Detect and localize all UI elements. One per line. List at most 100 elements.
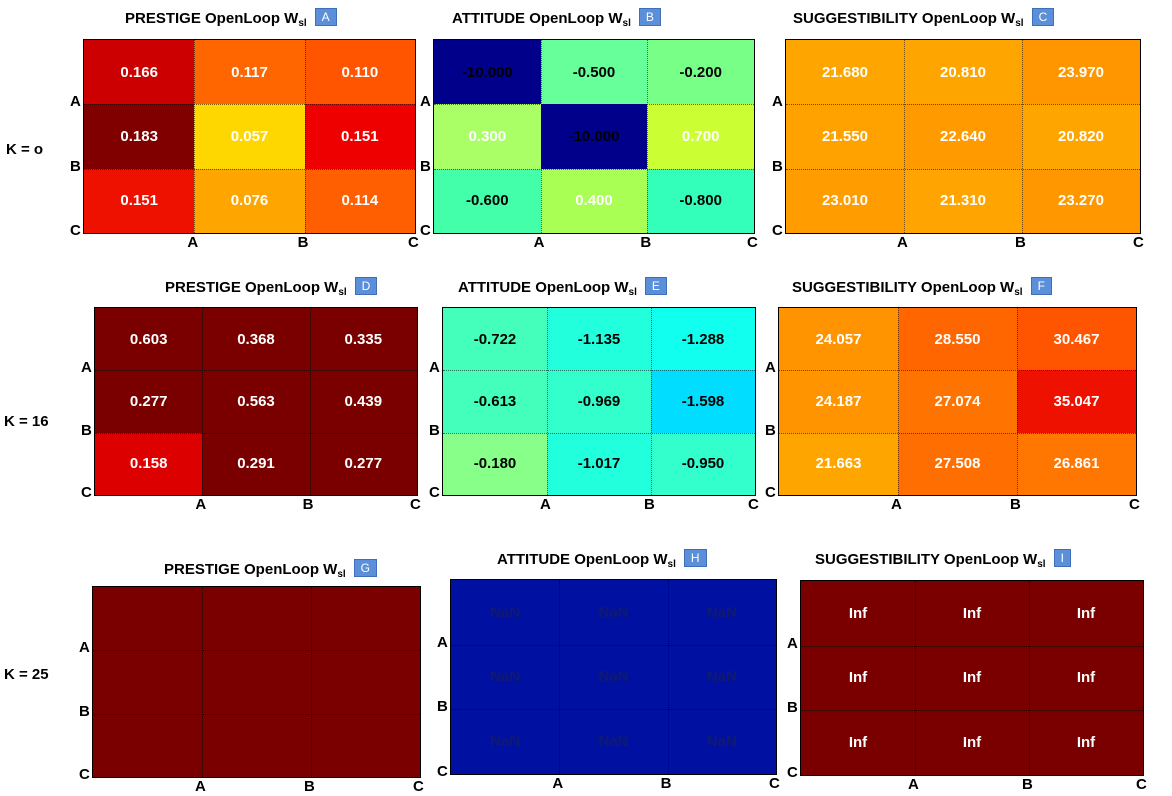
heatmap-plot-area: 21.680 20.810 23.970 21.550 22.640 20.820 23.0… — [785, 39, 1141, 234]
chart-title-main: PRESTIGE OpenLoop W — [125, 10, 299, 27]
x-tick-label: B — [297, 234, 309, 251]
heatmap-cell — [93, 587, 202, 651]
chart-title: ATTITUDE OpenLoop Wsl E — [458, 277, 667, 298]
grid-line-vertical — [1022, 40, 1023, 233]
x-tick-label: A — [891, 496, 902, 513]
grid-line-horizontal — [443, 370, 755, 372]
grid-line-horizontal — [786, 168, 1140, 170]
heatmap-cell: -0.180 — [443, 432, 547, 495]
chart-title-main: SUGGESTIBILITY OpenLoop W — [792, 279, 1015, 296]
heatmap-cell: -0.613 — [443, 370, 547, 433]
panel-badge: F — [1030, 277, 1052, 295]
x-tick-label: A — [195, 496, 207, 513]
heatmap-cell: 30.467 — [1017, 308, 1136, 371]
heatmap-cell: 23.270 — [1022, 168, 1140, 233]
y-tick-label: A — [437, 633, 448, 651]
chart-title-main: ATTITUDE OpenLoop W — [497, 551, 668, 568]
chart-title-subscript: sl — [667, 559, 676, 570]
y-tick-label: B — [429, 421, 440, 439]
heatmap-cell: 0.335 — [309, 308, 417, 371]
grid-line-horizontal — [95, 370, 417, 372]
heatmap-cell — [202, 650, 311, 714]
heatmap-cell: 20.820 — [1022, 104, 1140, 169]
chart-title: SUGGESTIBILITY OpenLoop Wsl F — [792, 277, 1052, 298]
row-label-k25: K = 25 — [4, 666, 49, 683]
heatmap-cell: 0.400 — [540, 168, 648, 233]
heatmap-cell: 0.368 — [202, 308, 310, 371]
grid-line-horizontal — [779, 370, 1136, 372]
grid-line-vertical — [304, 40, 306, 233]
grid-line-vertical — [540, 40, 542, 233]
chart-title: ATTITUDE OpenLoop Wsl B — [452, 8, 661, 29]
chart-title-main: ATTITUDE OpenLoop W — [452, 10, 623, 27]
x-tick-label: A — [897, 234, 908, 251]
heatmap-cell: 21.310 — [904, 168, 1022, 233]
panel-badge: B — [638, 8, 661, 26]
heatmap-cell: 0.277 — [95, 370, 203, 433]
heatmap-cell: 0.563 — [202, 370, 310, 433]
x-tick-label: A — [552, 775, 564, 792]
x-tick-label: C — [1129, 496, 1140, 513]
heatmap-cell: 0.114 — [304, 168, 415, 233]
heatmap-cell: 0.277 — [309, 432, 417, 495]
y-tick-label: A — [81, 359, 92, 377]
y-tick-label: A — [765, 359, 776, 377]
heatmap-cell: NaN — [559, 644, 668, 710]
heatmap-cell: 0.158 — [95, 432, 203, 495]
y-tick-label: C — [787, 764, 798, 781]
heatmap-cell: 0.076 — [194, 168, 305, 233]
grid-line-horizontal — [434, 104, 754, 106]
y-tick-label: A — [429, 359, 440, 377]
heatmap-cell: 0.291 — [202, 432, 310, 495]
y-tick-label: B — [81, 421, 92, 439]
x-tick-label: C — [747, 234, 758, 251]
y-tick-label: A — [79, 639, 90, 657]
x-tick-label: A — [195, 778, 206, 795]
heatmap-cell: 0.439 — [309, 370, 417, 433]
y-tick-label: A — [420, 93, 431, 111]
x-tick-label: C — [1133, 234, 1144, 251]
chart-title-subscript: sl — [338, 287, 347, 298]
chart-title: SUGGESTIBILITY OpenLoop Wsl C — [793, 8, 1055, 29]
x-tick-label: B — [302, 496, 314, 513]
y-tick-label: C — [772, 222, 783, 239]
heatmap-cell: -1.288 — [651, 308, 755, 371]
heatmap-cell: -1.135 — [547, 308, 651, 371]
heatmap-plot-area: Inf Inf Inf Inf Inf Inf Inf Inf Inf — [800, 580, 1144, 776]
heatmap-cell: 0.151 — [304, 104, 415, 169]
y-tick-label: C — [437, 763, 448, 780]
heatmap-cell: 0.603 — [95, 308, 203, 371]
y-tick-label: C — [70, 222, 81, 239]
chart-title-subscript: sl — [1014, 287, 1023, 298]
heatmap-cell: 22.640 — [904, 104, 1022, 169]
heatmap-cell: NaN — [451, 709, 560, 774]
heatmap-cell: NaN — [667, 580, 776, 645]
y-tick-label: C — [81, 484, 92, 501]
panel-badge: A — [314, 8, 337, 26]
heatmap-cell: -0.969 — [547, 370, 651, 433]
grid-line-horizontal — [434, 168, 754, 170]
chart-title-main: SUGGESTIBILITY OpenLoop W — [793, 10, 1016, 27]
heatmap-cell: -0.200 — [647, 40, 754, 105]
x-tick-label: C — [1136, 776, 1147, 793]
heatmap-plot-area: -0.722 -1.135 -1.288 -0.613 -0.969 -1.598 -0.1… — [442, 307, 756, 496]
heatmap-cell: 0.117 — [194, 40, 305, 105]
heatmap-cell: 23.010 — [786, 168, 904, 233]
x-tick-label: A — [540, 496, 551, 513]
heatmap-cell — [311, 587, 420, 651]
grid-line-horizontal — [95, 432, 417, 434]
heatmap-cell: -0.500 — [540, 40, 648, 105]
chart-title: SUGGESTIBILITY OpenLoop Wsl I — [815, 549, 1071, 570]
heatmap-cell: 20.810 — [904, 40, 1022, 105]
heatmap-cell: Inf — [801, 645, 915, 711]
heatmap-cell: 0.110 — [304, 40, 415, 105]
row-label-k16: K = 16 — [4, 413, 49, 430]
grid-line-vertical — [915, 581, 916, 775]
grid-line-horizontal — [451, 644, 776, 646]
heatmap-cell: 0.300 — [434, 104, 541, 169]
grid-line-vertical — [194, 40, 196, 233]
y-tick-label: B — [79, 702, 90, 720]
heatmap-cell: 27.074 — [898, 370, 1017, 433]
heatmap-cell: Inf — [1029, 581, 1143, 646]
chart-title-main: ATTITUDE OpenLoop W — [458, 279, 629, 296]
